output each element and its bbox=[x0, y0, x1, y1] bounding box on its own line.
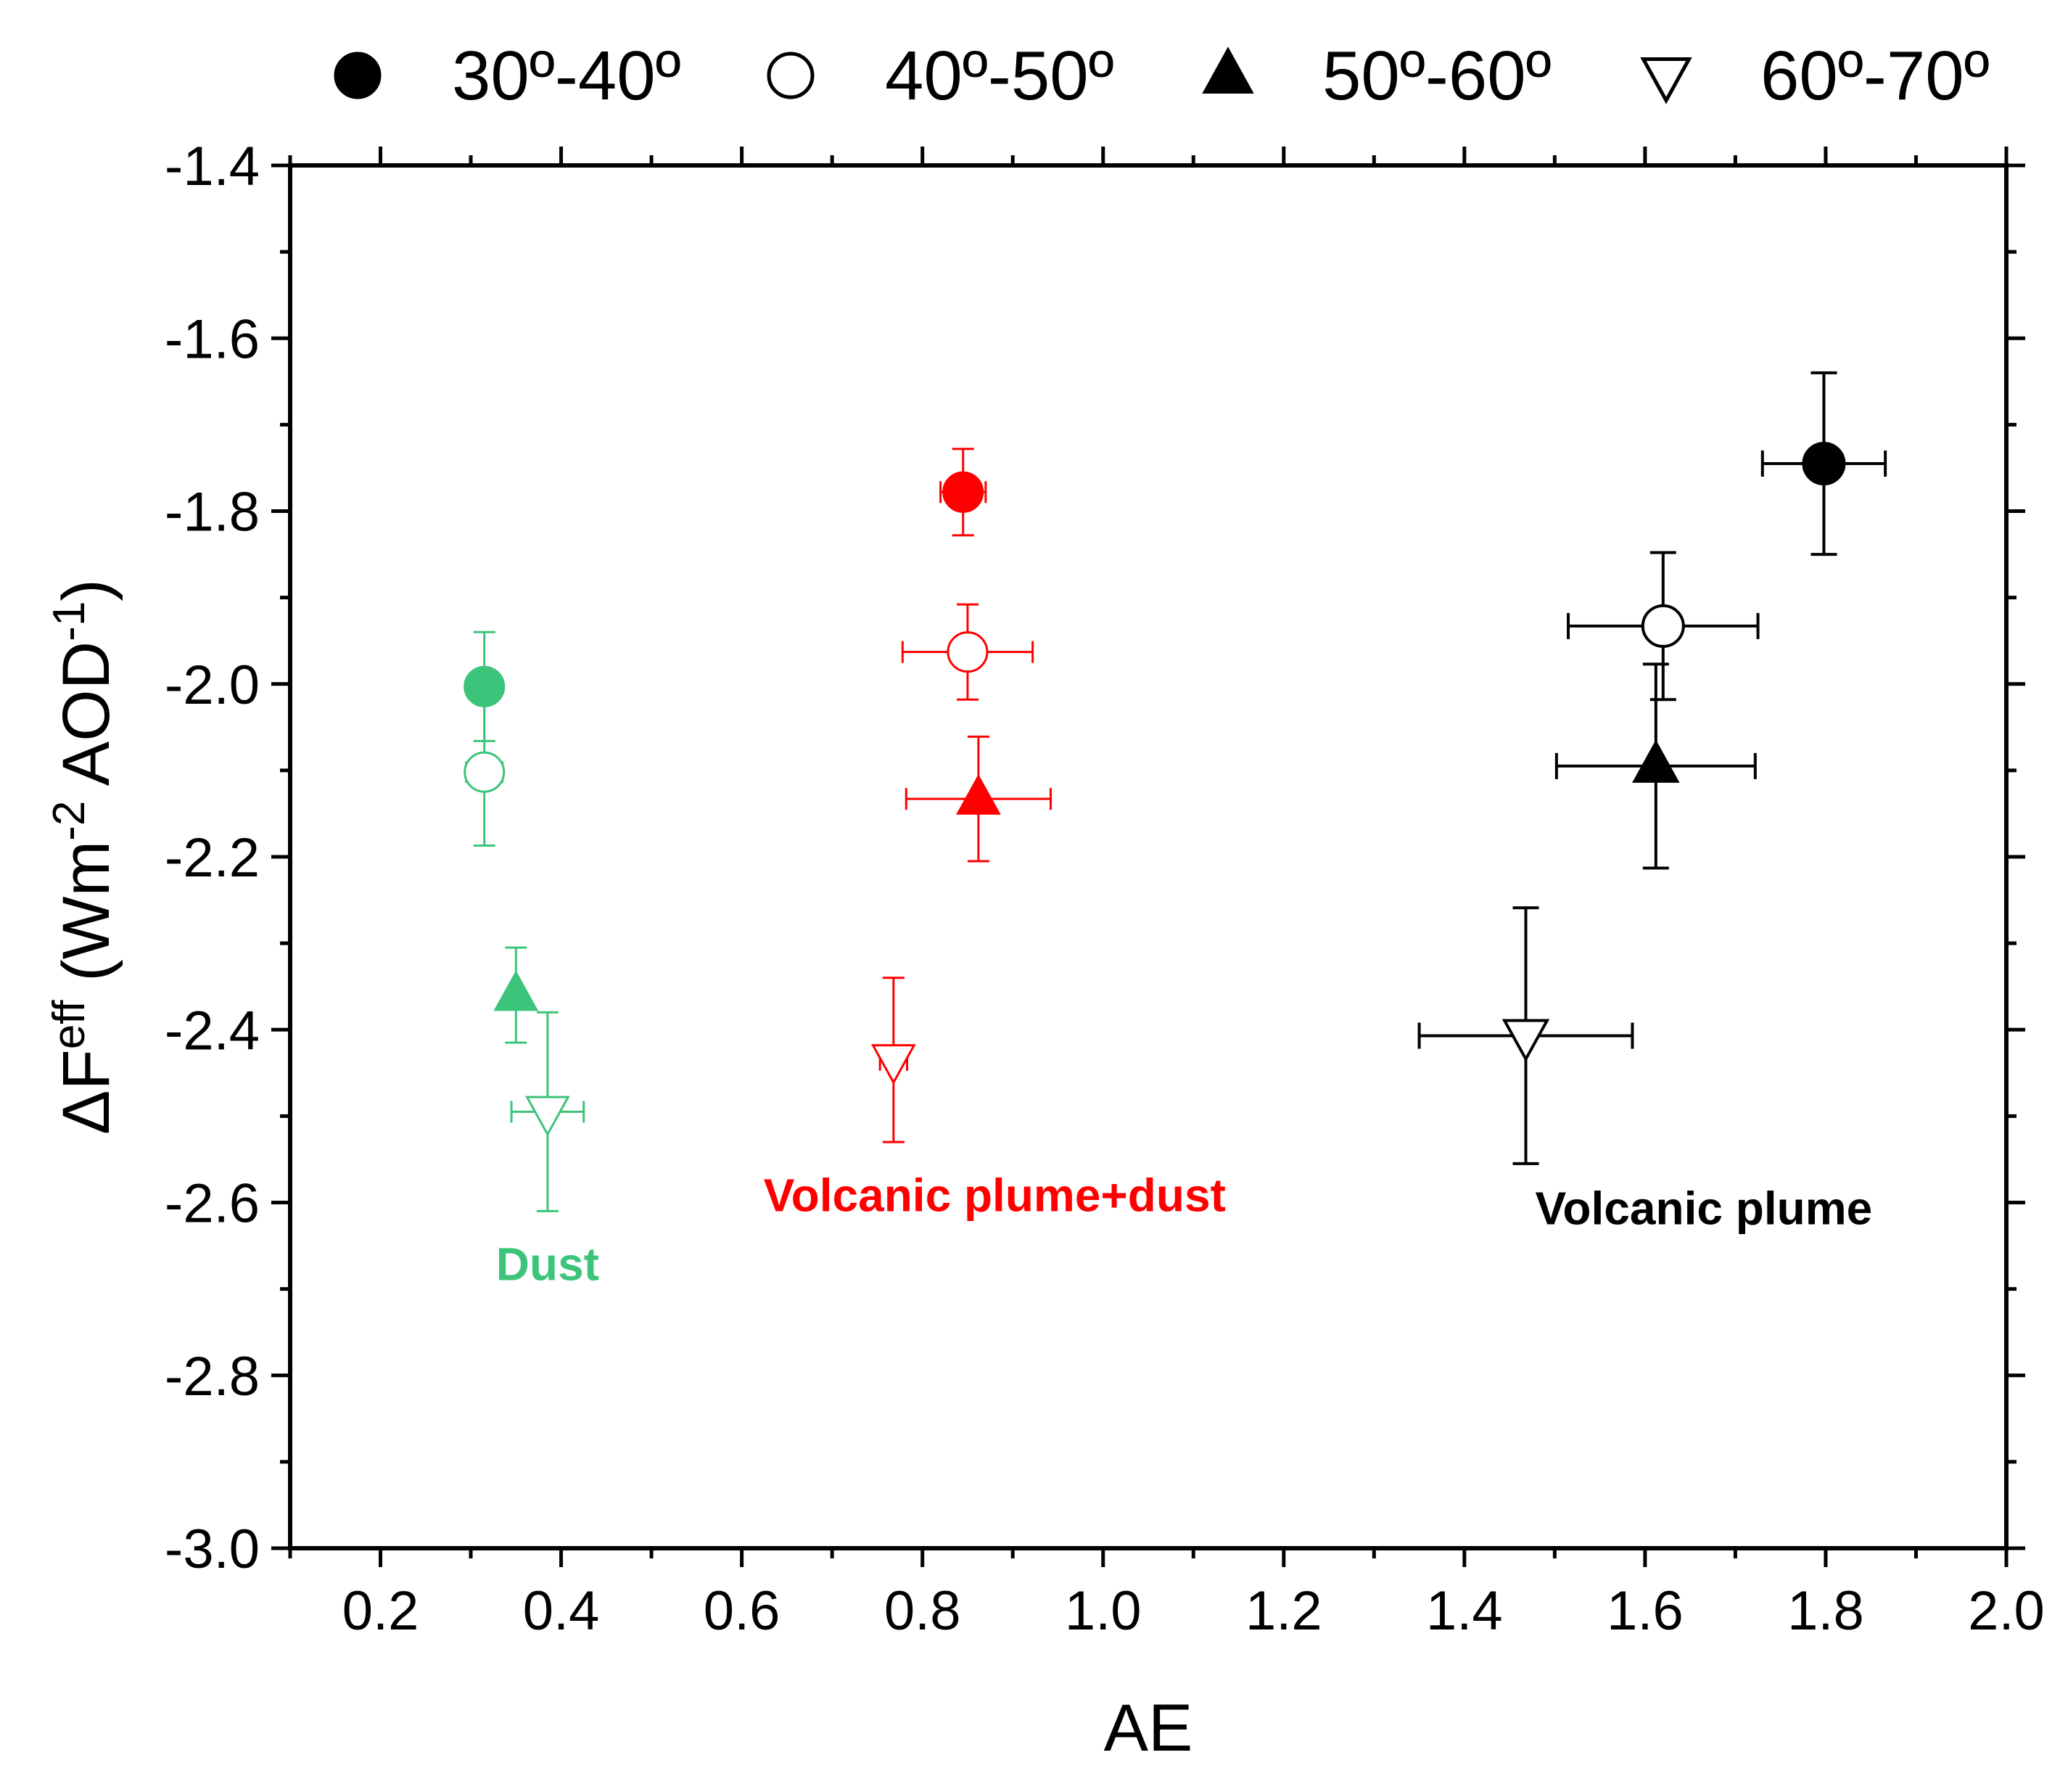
legend-item-60-70-label: 60º-70º bbox=[1760, 37, 1990, 115]
y-tick-label-2-8: -2.8 bbox=[165, 1346, 260, 1407]
y-tick-label-1-8: -1.8 bbox=[165, 482, 260, 543]
y-axis-title-exp1: -2 bbox=[44, 801, 94, 841]
x-tick-label-1-6: 1.6 bbox=[1607, 1580, 1684, 1642]
group-label-dust: Dust bbox=[496, 1238, 599, 1291]
y-tick-label-2-2: -2.2 bbox=[165, 827, 260, 889]
legend-item-60-70: 60º-70º bbox=[1640, 37, 1990, 115]
point-dust-40-50 bbox=[464, 697, 506, 847]
legend-item-50-60-label: 50º-60º bbox=[1322, 37, 1552, 115]
legend-item-60-70-marker bbox=[1640, 57, 1692, 104]
legend-item-30-40-marker bbox=[334, 52, 382, 99]
y-tick-label-1-6: -1.6 bbox=[165, 308, 260, 370]
group-label-volcanic-plume: Volcanic plume bbox=[1535, 1182, 1872, 1234]
legend-item-50-60-marker bbox=[1202, 46, 1254, 94]
tick-labels: 0.2 0.4 0.6 0.8 1.0 1.2 1.4 1.6 1.8 2.0 -3.0 -2.8 -2… bbox=[165, 136, 2045, 1642]
axis-ticks bbox=[271, 147, 2025, 1567]
y-axis-title-exp2: -1 bbox=[44, 601, 94, 641]
x-axis-title: AE bbox=[1104, 1691, 1193, 1765]
point-volcanic-plume-dust-60-70-marker bbox=[870, 1044, 916, 1085]
point-volcanic-plume-50-60-marker bbox=[1632, 739, 1680, 783]
data-marks bbox=[464, 371, 1887, 1212]
point-volcanic-plume-dust-40-50 bbox=[901, 603, 1034, 701]
legend-item-40-50: 40º-50º bbox=[767, 37, 1114, 115]
y-axis-title-unit-close: ) bbox=[49, 579, 123, 601]
point-volcanic-plume-30-40 bbox=[1760, 371, 1887, 556]
x-tick-label-0-2: 0.2 bbox=[342, 1580, 419, 1642]
legend-item-40-50-marker bbox=[767, 52, 815, 99]
point-volcanic-plume-dust-50-60-marker bbox=[955, 774, 1001, 815]
group-volcanic-plume bbox=[1417, 371, 1887, 1165]
x-tick-label-0-4: 0.4 bbox=[523, 1580, 600, 1642]
point-dust-50-60 bbox=[493, 946, 539, 1044]
legend-item-30-40-label: 30º-40º bbox=[452, 37, 681, 115]
legend-item-50-60: 50º-60º bbox=[1202, 37, 1552, 115]
legend-item-40-50-label: 40º-50º bbox=[885, 37, 1114, 115]
y-tick-label-2-0: -2.0 bbox=[165, 654, 260, 716]
y-axis-title-unit-mid: AOD bbox=[49, 641, 123, 801]
point-volcanic-plume-30-40-marker bbox=[1802, 441, 1846, 485]
y-axis-title-prefix: ΔF bbox=[49, 1049, 123, 1135]
y-tick-label-2-6: -2.6 bbox=[165, 1173, 260, 1235]
point-volcanic-plume-dust-60-70 bbox=[870, 977, 916, 1143]
point-dust-40-50-marker bbox=[464, 751, 506, 793]
y-tick-label-3-0: -3.0 bbox=[165, 1518, 260, 1580]
y-tick-label-1-4: -1.4 bbox=[165, 136, 260, 197]
point-dust-50-60-marker bbox=[493, 970, 539, 1011]
point-dust-60-70 bbox=[510, 1011, 585, 1212]
y-tick-label-2-4: -2.4 bbox=[165, 1000, 260, 1061]
point-volcanic-plume-dust-40-50-marker bbox=[947, 631, 989, 673]
point-volcanic-plume-50-60 bbox=[1554, 662, 1757, 870]
x-tick-label-1-8: 1.8 bbox=[1787, 1580, 1864, 1642]
point-volcanic-plume-dust-30-40-marker bbox=[942, 471, 984, 513]
y-axis-title-unit-open: (Wm bbox=[49, 841, 123, 1000]
x-tick-label-1-2: 1.2 bbox=[1245, 1580, 1322, 1642]
point-volcanic-plume-40-50-marker bbox=[1641, 604, 1685, 648]
point-volcanic-plume-40-50 bbox=[1567, 551, 1760, 702]
group-dust bbox=[464, 630, 585, 1212]
plot-frame bbox=[288, 163, 2009, 1550]
point-volcanic-plume-dust-30-40 bbox=[939, 448, 987, 537]
legend-item-30-40: 30º-40º bbox=[334, 37, 681, 115]
point-dust-60-70-marker bbox=[525, 1096, 570, 1137]
point-volcanic-plume-60-70 bbox=[1417, 906, 1634, 1165]
group-volcanic-plume-dust bbox=[870, 448, 1052, 1143]
x-tick-label-2-0: 2.0 bbox=[1968, 1580, 2045, 1642]
group-label-volcanic-plume-dust: Volcanic plume+dust bbox=[764, 1169, 1226, 1221]
y-axis-title: ΔFeff (Wm-2 AOD-1) bbox=[44, 579, 123, 1135]
x-tick-label-1-0: 1.0 bbox=[1065, 1580, 1142, 1642]
x-tick-label-1-4: 1.4 bbox=[1426, 1580, 1503, 1642]
x-tick-label-0-6: 0.6 bbox=[704, 1580, 780, 1642]
x-tick-label-0-8: 0.8 bbox=[884, 1580, 961, 1642]
y-axis-title-sup: eff bbox=[44, 1000, 94, 1050]
point-volcanic-plume-dust-50-60 bbox=[905, 735, 1052, 863]
group-labels: Dust Volcanic plume+dust Volcanic plume bbox=[496, 1169, 1872, 1290]
legend: 30º-40º 40º-50º 50º-60º 60º-70º bbox=[334, 37, 1990, 115]
point-volcanic-plume-60-70-marker bbox=[1501, 1019, 1550, 1062]
